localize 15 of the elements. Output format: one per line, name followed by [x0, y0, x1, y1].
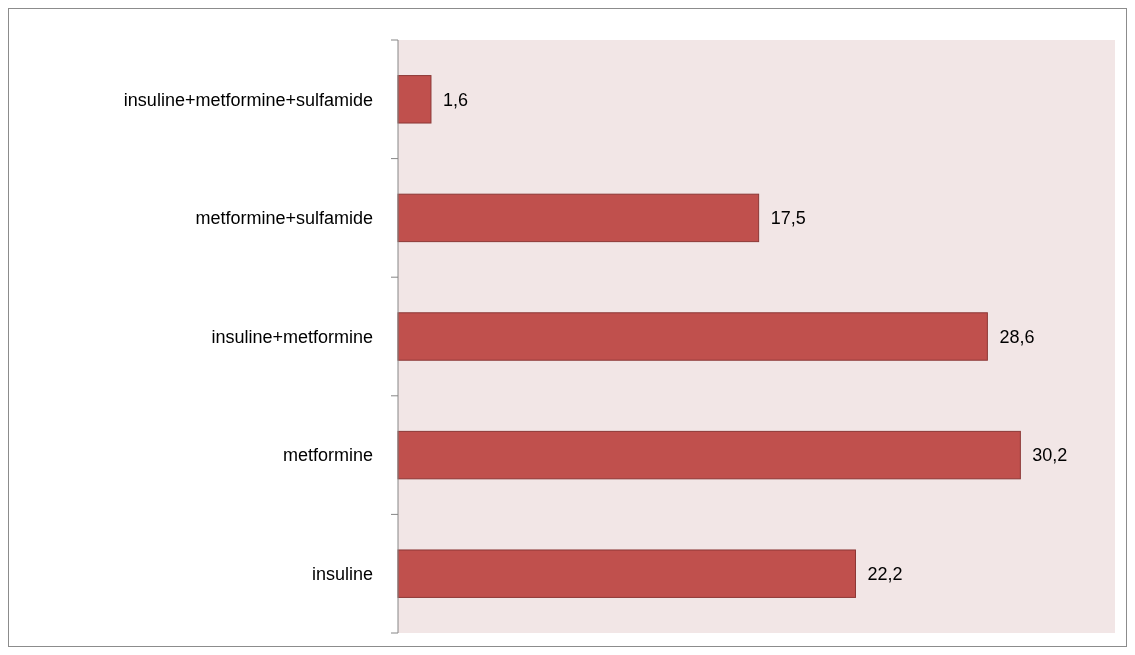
y-tick-label: insuline+metformine+sulfamide [123, 89, 373, 110]
bar [397, 193, 760, 243]
data-label: 28,6 [999, 326, 1035, 347]
bar [397, 549, 856, 598]
y-tick-label: insuline [311, 564, 373, 584]
data-label: 1,6 [442, 89, 468, 110]
data-label: 17,5 [770, 208, 806, 229]
bar [397, 75, 432, 124]
y-tick-label: metformine+sulfamide [195, 208, 373, 229]
data-label: 22,2 [867, 564, 903, 584]
y-tick-label: metformine [282, 445, 373, 466]
data-label: 30,2 [1032, 445, 1068, 466]
bar [397, 430, 1021, 480]
bar [397, 312, 988, 361]
y-tick-label: insuline+metformine [211, 326, 373, 347]
